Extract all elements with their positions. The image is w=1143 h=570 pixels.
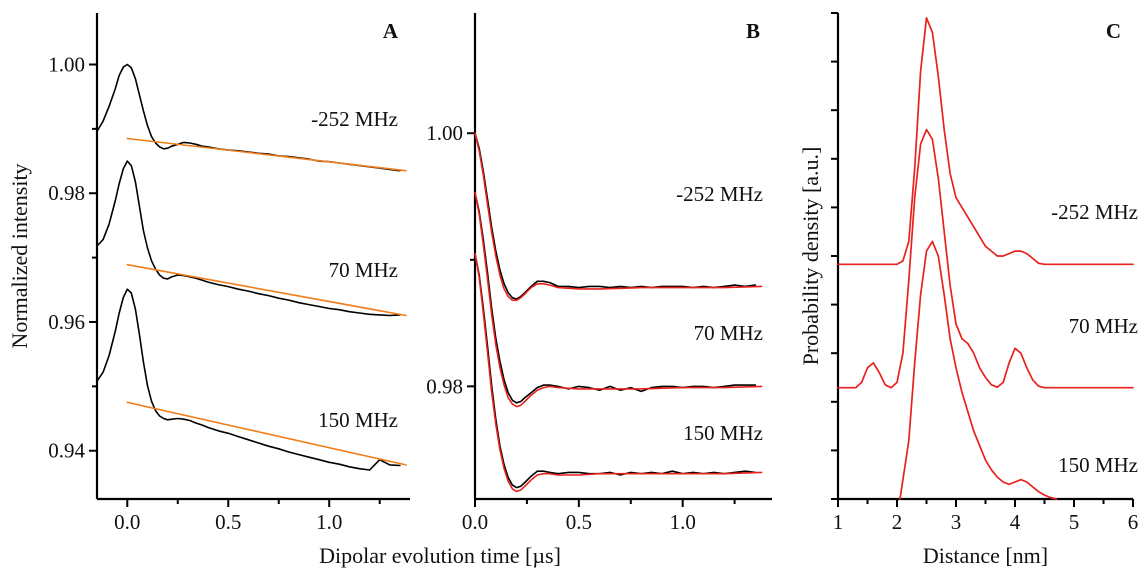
- data-trace: [96, 288, 401, 471]
- series-label: -252 MHz: [1051, 200, 1138, 224]
- y-tick-label: 0.96: [48, 310, 85, 334]
- panel-b: 0.0 0.5 1.0 0.98 1.00 B -252 MHz 70 MHz 150 MHz: [426, 13, 772, 534]
- y-tick-label: 0.98: [48, 181, 85, 205]
- fit-line: [474, 132, 763, 302]
- x-tick-label: 4: [1010, 510, 1021, 534]
- panel-letter: B: [746, 19, 760, 43]
- series-label: 150 MHz: [1058, 453, 1138, 477]
- distribution-curve: [837, 128, 1134, 389]
- panel-a: 0.0 0.5 1.0 0.94 0.96 0.98 1.00 Normalized inte…: [7, 13, 410, 534]
- y-tick-label: 0.98: [426, 374, 463, 398]
- panel-letter: C: [1106, 19, 1121, 43]
- fit-line: [474, 252, 763, 493]
- x-tick-label: 0.0: [462, 510, 488, 534]
- x-tick-label: 1.0: [316, 510, 342, 534]
- fit-line: [474, 191, 763, 408]
- x-tick-label: 0.0: [114, 510, 140, 534]
- y-axis-title: Probability density [a.u.]: [798, 147, 823, 366]
- series-label: 70 MHz: [694, 321, 763, 345]
- y-tick-label: 1.00: [426, 121, 463, 145]
- y-tick-label: 1.00: [48, 52, 85, 76]
- data-trace: [96, 160, 401, 317]
- series-label: -252 MHz: [311, 107, 398, 131]
- x-tick-label: 6: [1128, 510, 1139, 534]
- x-axis-title: Distance [nm]: [923, 543, 1048, 568]
- panel-letter: A: [383, 19, 399, 43]
- fit-line: [126, 263, 407, 317]
- x-tick-label: 0.5: [215, 510, 241, 534]
- series-label: 70 MHz: [1069, 314, 1138, 338]
- shared-x-axis-title: Dipolar evolution time [µs]: [319, 543, 561, 568]
- distribution-curve: [837, 17, 1134, 266]
- data-trace: [474, 132, 757, 300]
- y-tick-label: 0.94: [48, 439, 85, 463]
- fit-line: [126, 137, 407, 172]
- x-tick-label: 3: [951, 510, 962, 534]
- series-label: -252 MHz: [676, 182, 763, 206]
- x-tick-label: 0.5: [566, 510, 592, 534]
- distribution-curve: [899, 240, 1058, 500]
- series-label: 70 MHz: [329, 258, 398, 282]
- x-tick-label: 1: [833, 510, 844, 534]
- fit-line: [126, 401, 407, 466]
- series-label: 150 MHz: [683, 421, 763, 445]
- y-axis-title: Normalized intensity: [7, 163, 32, 348]
- series-label: 150 MHz: [318, 408, 398, 432]
- x-tick-label: 1.0: [670, 510, 696, 534]
- panel-c: 1 2 3 4 5 6 Probability density [a.u.] Distance…: [798, 12, 1139, 568]
- x-tick-label: 2: [892, 510, 903, 534]
- x-tick-label: 5: [1069, 510, 1080, 534]
